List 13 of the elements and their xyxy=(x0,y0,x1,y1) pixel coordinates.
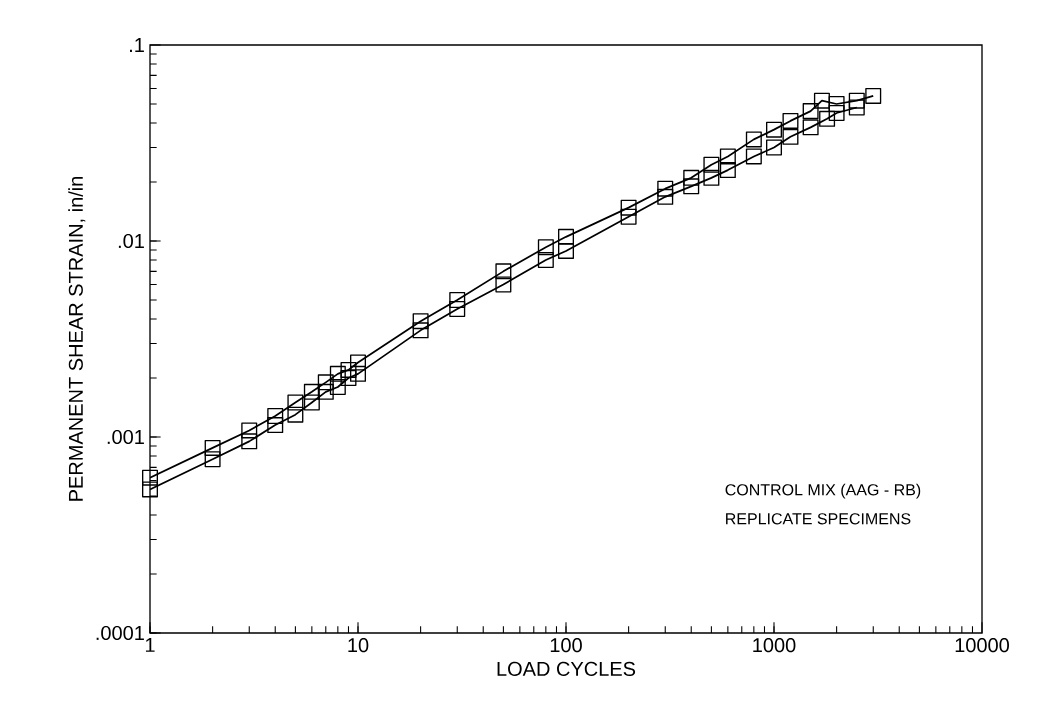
x-tick-label: 1000 xyxy=(753,638,796,653)
x-tick-label: 10000 xyxy=(955,638,1009,653)
y-tick-label: .01 xyxy=(118,233,144,249)
x-tick-label: 1 xyxy=(145,638,155,652)
x-tick-label: 100 xyxy=(550,638,582,653)
annotation: CONTROL MIX (AAG - RB) xyxy=(725,483,921,499)
y-tick-label: .1 xyxy=(130,38,144,52)
y-tick-label: .0001 xyxy=(96,625,144,641)
x-axis-title: LOAD CYCLES xyxy=(497,661,636,676)
y-axis-title: PERMANENT SHEAR STRAIN, in/in xyxy=(68,176,86,501)
x-tick-label: 10 xyxy=(348,638,369,653)
y-tick-label: .001 xyxy=(107,429,144,445)
annotation: REPLICATE SPECIMENS xyxy=(726,513,911,525)
